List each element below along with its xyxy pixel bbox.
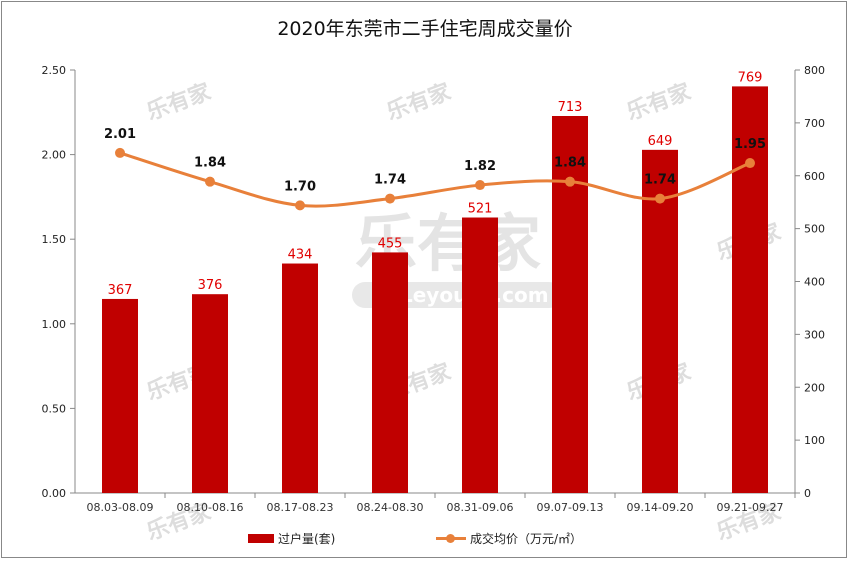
bar [462,217,498,494]
legend-line-swatch [436,534,466,543]
price-data-label: 2.01 [104,127,136,142]
bar-data-label: 455 [378,236,403,251]
x-tick-label: 09.21-09.27 [717,501,784,514]
y-right-tick-label: 500 [804,223,825,236]
price-point [205,176,215,187]
price-data-label: 1.70 [284,179,316,194]
y-right-tick-label: 200 [804,381,825,394]
y-right-tick-label: 800 [804,64,825,77]
y-left-tick-label: 2.50 [42,64,67,77]
price-point [655,193,665,204]
y-left-tick-label: 0.00 [42,487,67,500]
x-tick-label: 09.07-09.13 [537,501,604,514]
x-tick-label: 08.24-08.30 [357,501,424,514]
x-tick-label: 09.14-09.20 [627,501,694,514]
y-left-tick-label: 1.50 [42,233,67,246]
x-tick-label: 08.17-08.23 [267,501,334,514]
bar [372,252,408,493]
price-point [295,200,305,211]
y-right-tick-label: 300 [804,328,825,341]
price-point [115,147,125,158]
bar-data-label: 649 [648,134,673,149]
bar [732,86,768,494]
x-tick-label: 08.31-09.06 [447,501,514,514]
y-right-tick-label: 600 [804,170,825,183]
y-right-tick-label: 100 [804,434,825,447]
bar [192,294,228,493]
price-data-label: 1.95 [734,137,766,152]
bar [642,149,678,493]
watermark: 乐有家 [143,78,215,125]
y-right-tick-label: 0 [804,487,811,500]
y-right-tick-label: 700 [804,117,825,130]
x-tick-label: 08.10-08.16 [177,501,244,514]
price-point [475,180,485,191]
price-data-label: 1.84 [554,156,586,171]
price-data-label: 1.82 [464,159,496,174]
price-data-label: 1.84 [194,156,226,171]
bar-data-label: 434 [288,248,313,263]
price-data-label: 1.74 [644,173,676,188]
y-left-tick-label: 0.50 [42,402,67,415]
y-left-tick-label: 1.00 [42,318,67,331]
legend-line-label: 成交均价（万元/㎡） [470,532,583,546]
bar-data-label: 713 [558,100,583,115]
bar [102,298,138,493]
bar [282,263,318,493]
watermark: 乐有家 [623,78,695,125]
bar-data-label: 367 [108,283,133,298]
bar-data-label: 376 [198,278,223,293]
price-data-label: 1.74 [374,173,406,188]
y-right-tick-label: 400 [804,276,825,289]
bar [552,116,588,493]
price-point [385,193,395,204]
y-left-tick-label: 2.00 [42,149,67,162]
legend-item-bar: 过户量(套) [248,530,335,547]
legend-item-line: 成交均价（万元/㎡） [436,530,582,547]
price-point [745,158,755,169]
bar-data-label: 521 [468,202,493,217]
chart-title: 2020年东莞市二手住宅周成交量价 [277,18,573,40]
price-point [565,176,575,187]
price-line [119,151,751,208]
bar-data-label: 769 [738,70,763,85]
legend-bar-label: 过户量(套) [278,532,336,546]
x-tick-label: 08.03-08.09 [87,501,154,514]
watermark: 乐有家 [383,78,455,125]
legend-bar-swatch [248,534,274,543]
